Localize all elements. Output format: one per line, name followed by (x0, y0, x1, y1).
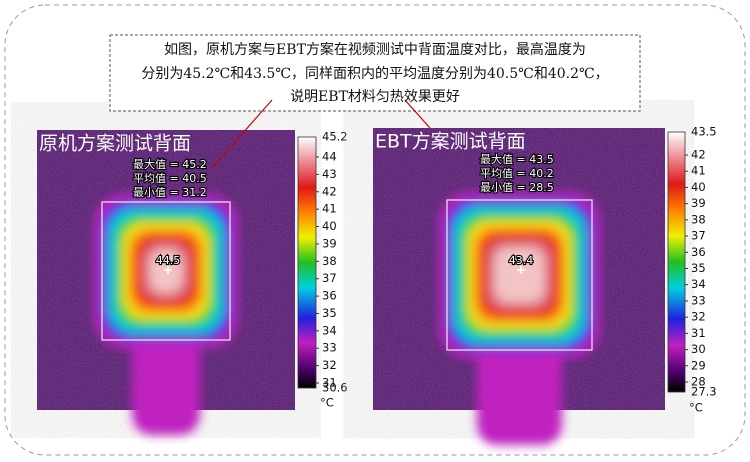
heat-blob (439, 192, 600, 445)
panel-title: 原机方案测试背面 (39, 133, 191, 155)
stat: 最大值 = 43.5 (480, 152, 554, 166)
arrow (404, 99, 431, 129)
tick-label: 39 (691, 196, 706, 210)
tick-label: 32 (691, 310, 706, 324)
tick-label: 36 (322, 289, 337, 303)
tick-label: 35 (322, 306, 337, 320)
tick-label: 40 (691, 180, 706, 194)
tick-label: 30 (691, 342, 706, 356)
measure-box (101, 201, 231, 341)
tick-label: 28 (691, 375, 706, 389)
tick-label: 43 (322, 167, 337, 181)
measure-box (446, 199, 593, 351)
stat: 平均值 = 40.5 (133, 172, 207, 185)
tick-label: 37 (322, 271, 337, 285)
tick-label: 40 (322, 219, 337, 233)
tick-label: 33 (691, 293, 706, 307)
panel-title: EBT方案测试背面 (375, 131, 526, 153)
scale-max: 45.2 (322, 130, 348, 144)
scale-max: 43.5 (691, 125, 717, 139)
stat: 最小值 = 28.5 (480, 181, 554, 194)
stat: 平均值 = 40.2 (480, 167, 554, 180)
tick-label: 33 (322, 341, 337, 355)
scale-min: 27.3 (691, 385, 717, 399)
scale-min: 30.6 (322, 381, 348, 395)
tick-label: 41 (322, 202, 337, 216)
tick-label: 32 (322, 358, 337, 372)
tick-label: 35 (691, 261, 706, 275)
tick-label: 42 (691, 148, 706, 162)
callout-box (109, 34, 641, 112)
heat-layer (150, 250, 182, 292)
tick-label: 36 (691, 245, 706, 259)
tick-label: 44 (322, 150, 337, 164)
tick-label: 37 (691, 229, 706, 243)
unit: °C (689, 401, 703, 415)
tick-label: 39 (322, 236, 337, 250)
tick-label: 42 (322, 184, 337, 198)
stat: 最小值 = 31.2 (133, 186, 207, 199)
arrow (211, 99, 273, 169)
heat-blob (94, 194, 238, 435)
spot-label: 43.4 (509, 254, 534, 267)
tick-label: 31 (322, 376, 337, 390)
tick-label: 38 (322, 254, 337, 268)
crosshair (517, 266, 525, 274)
unit: °C (320, 396, 334, 410)
crosshair (164, 266, 172, 274)
outer-frame (4, 4, 746, 456)
tick-label: 41 (691, 164, 706, 178)
callout-line: 分别为45.2℃和43.5℃，同样面积内的平均温度分别为40.5℃和40.2℃， (141, 66, 608, 82)
tick-label: 31 (691, 326, 706, 340)
callout-line: 如图，原机方案与EBT方案在视频测试中背面温度对比，最高温度为 (164, 41, 586, 58)
tick-label: 38 (691, 212, 706, 226)
spot-label: 44.5 (156, 254, 181, 267)
heat-layer (495, 248, 544, 302)
tick-label: 34 (322, 323, 337, 337)
stat: 最大值 = 45.2 (133, 157, 207, 171)
callout-line: 说明EBT材料匀热效果更好 (290, 89, 460, 105)
tick-label: 29 (691, 358, 706, 372)
tick-label: 34 (691, 277, 706, 291)
colorbar (297, 136, 317, 389)
colorbar (667, 131, 686, 393)
